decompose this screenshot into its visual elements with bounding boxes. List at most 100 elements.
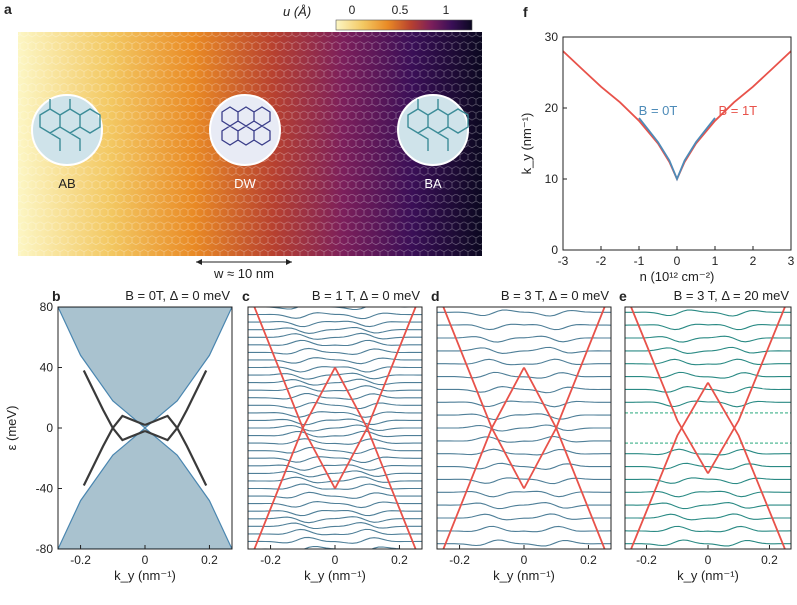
x-tick-label: 0.2: [391, 553, 408, 567]
panel-label-a: a: [4, 1, 12, 17]
landau-level: [437, 539, 611, 547]
x-tick-label: 0: [705, 553, 712, 567]
landau-level: [437, 386, 611, 394]
panel-a: a u (Å) 0 0.5 1 AB DW BA w ≈ 10 nm: [4, 1, 482, 281]
landau-level: [248, 357, 422, 365]
landau-level: [248, 470, 422, 478]
landau-level: [248, 418, 422, 426]
landau-level: [248, 438, 422, 445]
colorbar: [335, 19, 473, 31]
panel-label-b: b: [52, 288, 61, 304]
landau-level: [625, 346, 791, 354]
colorbar-tick-0: 0: [349, 3, 356, 17]
landau-level: [248, 528, 422, 536]
y-tick-label: 20: [545, 101, 559, 115]
series-line-1: [253, 367, 336, 549]
x-tick-label: -0.2: [636, 553, 657, 567]
chart-d: -0.2 0 0.2 k_y (nm⁻¹) d B = 3 T, Δ = 0 meV: [431, 288, 612, 583]
landau-level: [437, 371, 611, 379]
series-line-2: [707, 307, 786, 474]
landau-level: [437, 490, 611, 498]
landau-level: [248, 366, 422, 373]
landau-level: [625, 386, 791, 394]
x-tick-label: 0: [142, 553, 149, 567]
x-tick-label: 0.2: [580, 553, 597, 567]
panel-label-c: c: [242, 288, 250, 304]
landau-level: [437, 502, 611, 510]
panel-label-f: f: [523, 4, 528, 20]
annotation-b1: B = 1T: [718, 103, 757, 118]
inset-dw: [209, 94, 281, 166]
chart-e: -0.2 0 0.2 k_y (nm⁻¹) e B = 3 T, Δ = 20 meV: [619, 288, 792, 583]
region-label-ab: AB: [58, 176, 75, 191]
x-tick-label: -0.2: [260, 553, 281, 567]
colorbar-tick-1: 0.5: [392, 3, 409, 17]
chart-title-d: B = 3 T, Δ = 0 meV: [501, 288, 609, 303]
series-line-2: [523, 307, 606, 489]
landau-level: [625, 309, 791, 317]
chart-title-c: B = 1 T, Δ = 0 meV: [312, 288, 420, 303]
panel-label-d: d: [431, 288, 440, 304]
x-axis-label: k_y (nm⁻¹): [677, 568, 739, 583]
landau-level: [248, 339, 422, 347]
series-line-1: [630, 382, 709, 549]
landau-level: [248, 456, 422, 463]
landau-level: [625, 335, 791, 343]
landau-level: [437, 335, 611, 343]
landau-level: [437, 346, 611, 354]
x-tick-label: 0.2: [201, 553, 218, 567]
landau-level: [437, 435, 611, 443]
landau-level: [625, 490, 791, 498]
plot-area-e: [625, 307, 791, 549]
y-tick-label: -40: [36, 482, 54, 496]
x-axis-label: k_y (nm⁻¹): [114, 568, 176, 583]
landau-level: [437, 448, 611, 456]
x-tick-label: -0.2: [70, 553, 91, 567]
landau-level: [625, 502, 791, 510]
landau-level: [248, 326, 422, 334]
landau-level: [625, 371, 791, 379]
landau-level: [248, 378, 422, 386]
y-tick-label: 80: [40, 300, 54, 314]
width-annotation: w ≈ 10 nm: [213, 266, 274, 281]
chart-b: -0.2 0 0.2 -80 -40 0 40 80 k_y (nm⁻¹) ε (meV) b B =…: [4, 288, 233, 583]
landau-level: [437, 400, 611, 408]
landau-level: [625, 539, 791, 547]
landau-level: [437, 323, 611, 331]
landau-level: [248, 430, 422, 438]
annotation-b0: B = 0T: [639, 103, 678, 118]
x-tick-label: 2: [750, 254, 757, 268]
landau-level: [248, 483, 422, 490]
charts: -0.2 0 0.2 -80 -40 0 40 80 k_y (nm⁻¹) ε (meV) b B =…: [4, 4, 795, 583]
landau-level: [437, 477, 611, 485]
series-line-0: [630, 307, 709, 474]
region-label-ba: BA: [424, 176, 442, 191]
x-axis-label: k_y (nm⁻¹): [493, 568, 555, 583]
series-line-4: [144, 370, 208, 442]
landau-level: [248, 536, 422, 544]
x-tick-label: 0: [332, 553, 339, 567]
landau-level: [625, 513, 791, 521]
continuum-lower: [58, 427, 232, 549]
series-line-1: [638, 117, 716, 182]
panel-label-e: e: [619, 288, 627, 304]
plot-area-f: [563, 50, 791, 182]
landau-level: [437, 413, 611, 421]
landau-level: [625, 400, 791, 408]
landau-level: [248, 312, 422, 320]
landau-level: [437, 358, 611, 366]
landau-level: [625, 462, 791, 470]
landau-level: [248, 476, 422, 484]
landau-level: [248, 372, 422, 380]
y-tick-label: -80: [36, 542, 54, 556]
landau-level: [248, 516, 422, 524]
series-line-3: [523, 367, 606, 549]
landau-level: [248, 347, 422, 355]
x-tick-label: 0: [674, 254, 681, 268]
landau-level: [625, 323, 791, 331]
x-tick-label: 1: [712, 254, 719, 268]
landau-level: [248, 491, 422, 499]
plot-area-d: [437, 307, 611, 549]
y-tick-label: 0: [551, 243, 558, 257]
